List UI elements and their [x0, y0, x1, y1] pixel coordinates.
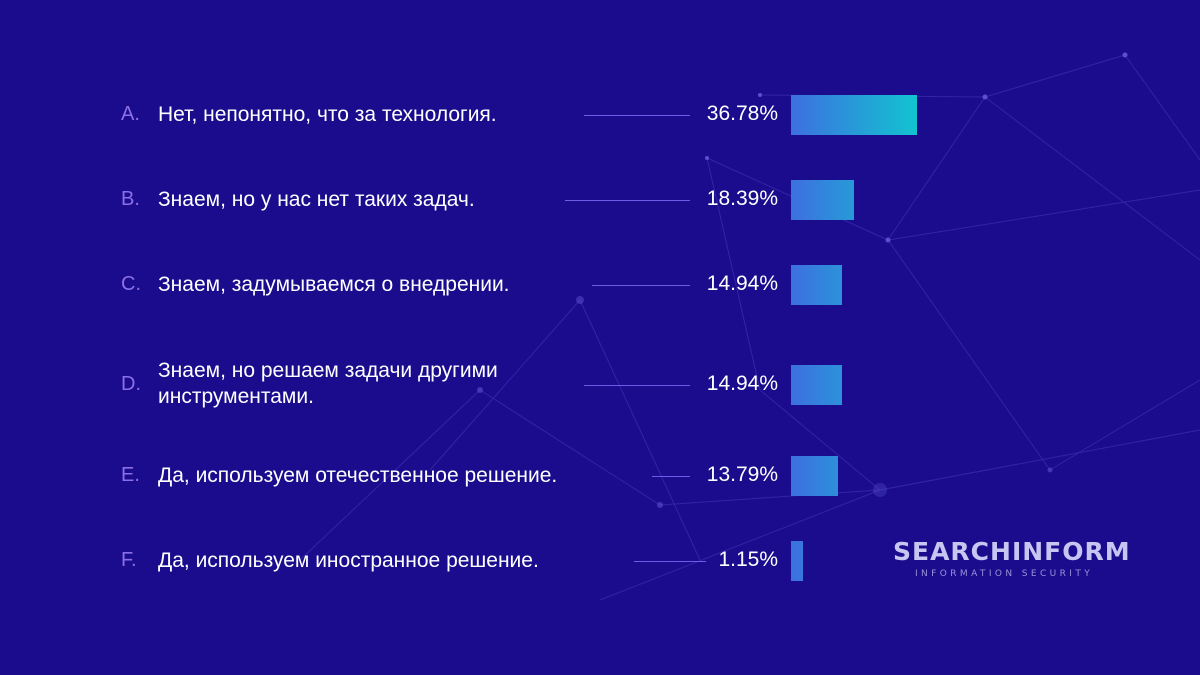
category-label: Знаем, задумываемся о внедрении. [158, 273, 510, 296]
leader-line [592, 285, 690, 286]
bar [791, 95, 917, 135]
leader-line [584, 385, 690, 386]
value-label: 14.94% [706, 372, 778, 395]
leader-line [565, 200, 690, 201]
category-label: Нет, непонятно, что за технология. [158, 103, 497, 126]
bar [791, 265, 842, 305]
bar [791, 365, 842, 405]
leader-line [634, 561, 706, 562]
value-label: 18.39% [706, 187, 778, 210]
bar [791, 180, 854, 220]
bar [791, 456, 838, 496]
bar [791, 541, 803, 581]
leader-line [584, 115, 690, 116]
leader-line [652, 476, 690, 477]
value-label: 14.94% [706, 272, 778, 295]
value-label: 36.78% [706, 102, 778, 125]
category-label: Знаем, но у нас нет таких задач. [158, 188, 475, 211]
category-label: Знаем, но решаем задачи другими инструме… [158, 359, 498, 408]
option-letter: C. [121, 273, 141, 295]
category-label: Да, используем отечественное решение. [158, 464, 558, 487]
option-letter: F. [121, 549, 137, 571]
logo-wordmark: SEARCHINFORM [893, 537, 1131, 566]
option-letter: E. [121, 464, 140, 486]
option-letter: D. [121, 373, 141, 395]
logo-tagline: INFORMATION SECURITY [915, 569, 1094, 579]
option-letter: A. [121, 103, 140, 125]
searchinform-logo: SEARCHINFORM INFORMATION SECURITY [893, 537, 1131, 579]
option-letter: B. [121, 188, 140, 210]
category-label: Да, используем иностранное решение. [158, 549, 539, 572]
value-label: 13.79% [706, 463, 778, 486]
value-label: 1.15% [718, 548, 778, 571]
